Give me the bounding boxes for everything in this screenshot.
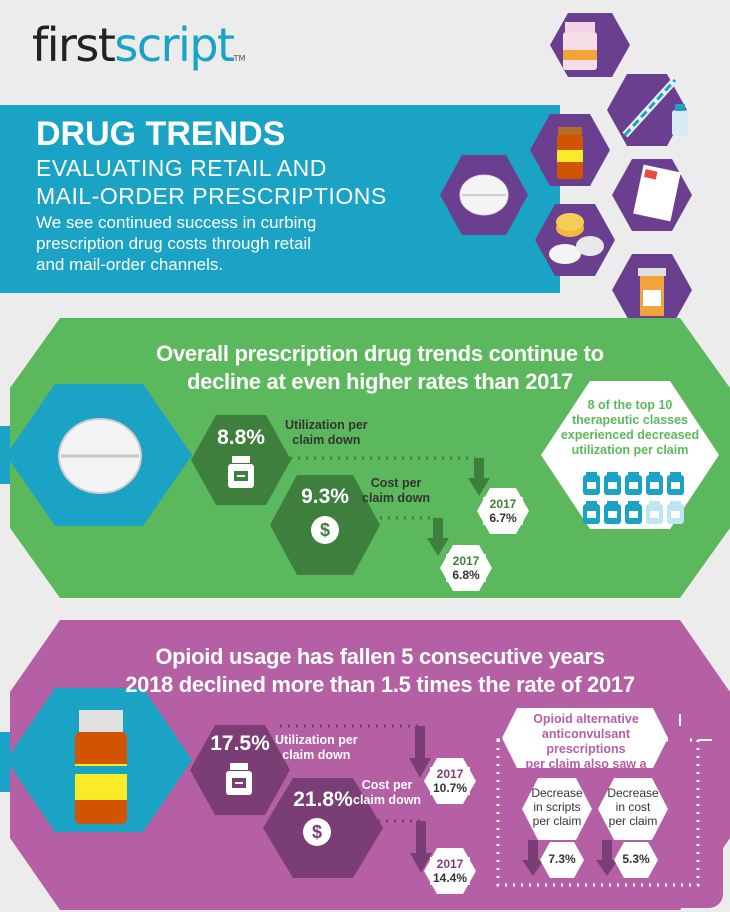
cost-label-2: claim down (362, 491, 431, 505)
class-bottle-icon (667, 501, 684, 524)
scripts-value: 7.3% (548, 852, 576, 866)
bottle-icon (228, 456, 254, 488)
op-cost-1: Cost per (361, 778, 413, 792)
opioid-heading-line1: Opioid usage has fallen 5 consecutive ye… (155, 644, 605, 669)
scripts-arrow (522, 840, 544, 876)
alternative-box (496, 708, 712, 887)
page-title: DRUG TRENDS (36, 115, 286, 153)
logo-script: script (114, 18, 235, 72)
op-cost-2017: 2017 14.4% (430, 857, 470, 885)
opioid-bottle-small-icon (226, 763, 252, 795)
coins-pills-icon (535, 204, 615, 276)
classes-line3: experienced decreased (560, 428, 700, 442)
svg-text:$: $ (312, 822, 322, 842)
op-util-prev: 10.7% (432, 781, 468, 795)
op-cost-year: 2017 (436, 857, 464, 871)
costdec-hex (598, 778, 668, 840)
util-prev-year: 2017 (489, 497, 517, 511)
opioid-utilization-label: Utilization per claim down (275, 733, 358, 763)
subtitle-line1: EVALUATING RETAIL AND (36, 155, 327, 181)
opioid-dollar-icon: $ (303, 818, 331, 846)
scr-1: Decrease (531, 786, 583, 800)
classes-icon-grid (583, 472, 693, 533)
classes-line4: utilization per claim (571, 443, 689, 457)
class-bottle-icon (583, 472, 600, 495)
class-bottle-icon (625, 472, 642, 495)
opioid-cost-value: 21.8% (293, 788, 353, 811)
cost-prev-year: 2017 (452, 554, 480, 568)
op-util-arrow (280, 724, 431, 778)
class-bottle-icon (583, 501, 600, 524)
cd-3: per claim (608, 814, 658, 828)
scripts-label: Decrease in scripts per claim (522, 786, 592, 828)
util-dotted-arrow (290, 456, 490, 496)
alt-2: anticonvulsant prescriptions (541, 727, 631, 756)
logo-tm: TM (233, 54, 246, 63)
brand-logo: firstscriptTM (32, 18, 245, 72)
util-2017: 2017 6.7% (483, 497, 523, 525)
vial-icon (672, 104, 688, 136)
svg-text:$: $ (320, 520, 330, 540)
subtitle-line2: MAIL-ORDER PRESCRIPTIONS (36, 183, 387, 209)
class-bottle-icon (646, 501, 663, 524)
orange-bottle-icon (530, 114, 610, 186)
opioid-heading-line2: 2018 declined more than 1.5 times the ra… (125, 672, 635, 697)
overall-utilization-label: Utilization per claim down (285, 418, 368, 448)
cost-2017: 2017 6.8% (446, 554, 486, 582)
op-cost-arrow (370, 819, 432, 873)
syringe-icon (607, 74, 687, 146)
tablet-large-icon (58, 418, 142, 494)
cost-label-1: Cost per (370, 476, 422, 490)
op-cost-prev: 14.4% (432, 871, 468, 885)
op-cost-2: claim down (353, 793, 422, 807)
hex-icon-cluster (440, 13, 692, 326)
costdec-arrow (596, 840, 618, 876)
cost-prev-value: 6.8% (452, 568, 480, 582)
class-bottle-icon (604, 472, 621, 495)
pill-bottle-icon (550, 13, 630, 77)
opioid-utilization-value: 17.5% (210, 732, 270, 755)
header-description: We see continued success in curbing pres… (36, 213, 317, 274)
op-util-2: claim down (282, 748, 351, 762)
class-bottle-icon (667, 472, 684, 495)
util-prev-value: 6.7% (489, 511, 517, 525)
scr-3: per claim (532, 814, 582, 828)
cd-1: Decrease (607, 786, 659, 800)
costdec-label: Decrease in cost per claim (598, 786, 668, 828)
tablet-icon (440, 155, 528, 235)
costdec-value: 5.3% (622, 852, 650, 866)
util-label-1: Utilization per (285, 418, 368, 432)
scripts-hex (522, 778, 592, 840)
op-util-1: Utilization per (275, 733, 358, 747)
cd-2: in cost (615, 800, 651, 814)
alt-1: Opioid alternative (533, 712, 639, 726)
dollar-icon: $ (311, 516, 339, 544)
overall-heading-line2: decline at even higher rates than 2017 (187, 369, 573, 394)
class-bottle-icon (604, 501, 621, 524)
opioid-bottle-icon (75, 710, 127, 824)
classes-line2: therapeutic classes (571, 413, 689, 427)
scr-2: in scripts (533, 800, 581, 814)
opioid-cost-label: Cost per claim down (353, 778, 421, 808)
util-label-2: claim down (292, 433, 361, 447)
cost-dotted-arrow (380, 516, 449, 556)
class-bottle-icon (625, 501, 642, 524)
overall-cost-label: Cost per claim down (362, 476, 430, 506)
logo-first: first (32, 18, 116, 72)
alt-3: per claim also saw a decline (525, 757, 647, 786)
prescription-pad-icon (612, 159, 692, 231)
costdec-val-hex (614, 842, 658, 878)
overall-utilization-value: 8.8% (217, 426, 265, 449)
class-bottle-icon (646, 472, 663, 495)
op-util-year: 2017 (436, 767, 464, 781)
scripts-val-hex (540, 842, 584, 878)
classes-line1: 8 of the top 10 (587, 398, 673, 412)
alternative-text: Opioid alternative anticonvulsant prescri… (508, 712, 664, 787)
overall-heading-line1: Overall prescription drug trends continu… (156, 341, 604, 366)
op-util-2017: 2017 10.7% (430, 767, 470, 795)
classes-text: 8 of the top 10 therapeutic classes experi… (560, 398, 700, 458)
medicine-bottle-icon (612, 254, 692, 326)
overall-cost-value: 9.3% (301, 485, 349, 508)
